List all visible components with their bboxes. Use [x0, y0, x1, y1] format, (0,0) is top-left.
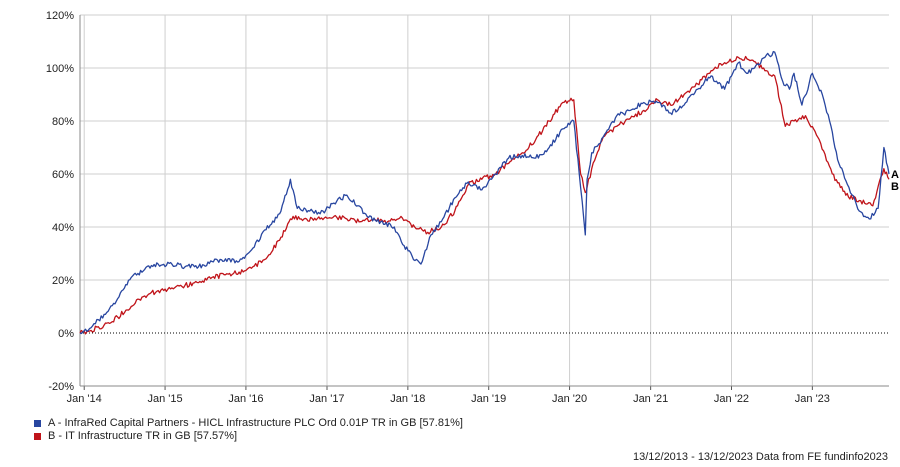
legend-item-b: B - IT Infrastructure TR in GB [57.57%]: [34, 430, 463, 443]
legend-swatch-a: [34, 420, 41, 427]
y-tick-label: 20%: [52, 275, 74, 287]
x-tick-label: Jan '21: [633, 393, 668, 405]
y-tick-label: 100%: [46, 63, 74, 75]
y-tick-label: 80%: [52, 116, 74, 128]
y-tick-label: 40%: [52, 222, 74, 234]
series-lines: [79, 50, 890, 335]
footer-date-range: 13/12/2013 - 13/12/2023 Data from FE fun…: [632, 451, 888, 463]
axis-labels: -20% 0% 20% 40% 60% 80% 100% 120% Jan '14 Jan '15…: [46, 10, 899, 405]
x-tick-label: Jan '18: [390, 393, 425, 405]
series-line-a: [79, 50, 890, 335]
x-tick-label: Jan '23: [795, 393, 830, 405]
x-tick-label: Jan '20: [552, 393, 587, 405]
y-tick-label: 0%: [58, 328, 74, 340]
grid-lines: [80, 14, 889, 387]
end-label-a: A: [891, 169, 899, 181]
x-tick-label: Jan '19: [471, 393, 506, 405]
y-tick-label: 120%: [46, 10, 74, 22]
x-tick-label: Jan '14: [67, 393, 102, 405]
y-tick-label: 60%: [52, 169, 74, 181]
x-tick-label: Jan '17: [309, 393, 344, 405]
x-tick-label: Jan '22: [714, 393, 749, 405]
legend: A - InfraRed Capital Partners - HICL Inf…: [34, 417, 463, 443]
series-line-b: [79, 55, 890, 335]
end-label-b: B: [891, 181, 899, 193]
y-tick-label: -20%: [48, 381, 74, 393]
legend-label-b: B - IT Infrastructure TR in GB [57.57%]: [48, 430, 238, 442]
x-tick-label: Jan '15: [147, 393, 182, 405]
x-tick-label: Jan '16: [228, 393, 263, 405]
axes: [79, 15, 889, 390]
legend-label-a: A - InfraRed Capital Partners - HICL Inf…: [48, 417, 463, 429]
legend-swatch-b: [34, 433, 41, 440]
chart-svg: -20% 0% 20% 40% 60% 80% 100% 120% Jan '14 Jan '15…: [46, 10, 899, 405]
legend-item-a: A - InfraRed Capital Partners - HICL Inf…: [34, 417, 463, 430]
